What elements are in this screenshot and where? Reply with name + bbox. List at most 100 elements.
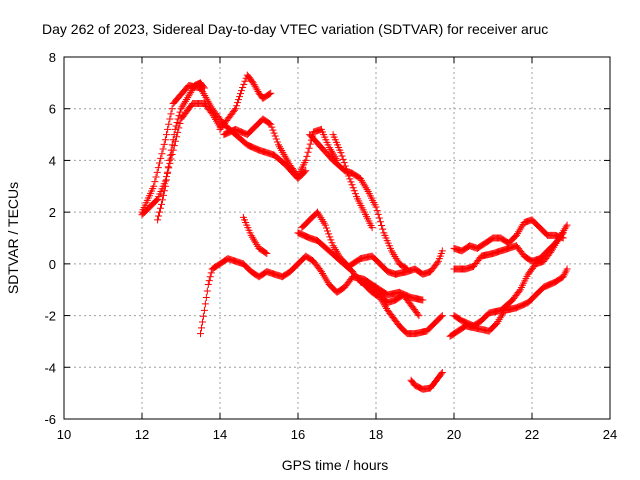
- data-point: [203, 287, 211, 295]
- data-point: [437, 370, 445, 378]
- data-point: [515, 287, 523, 295]
- data-point: [236, 93, 243, 101]
- data-point: [347, 178, 355, 186]
- y-axis-label: SDTVAR / TECUs: [5, 182, 21, 294]
- data-point: [268, 123, 276, 131]
- data-point: [305, 144, 313, 152]
- data-point: [563, 221, 571, 229]
- data-point: [154, 164, 162, 172]
- y-tick-label: 8: [49, 50, 56, 65]
- data-point: [156, 159, 164, 167]
- data-point: [266, 90, 274, 98]
- data-point: [269, 126, 277, 134]
- data-point: [378, 221, 386, 229]
- data-point: [324, 227, 332, 235]
- data-point: [558, 230, 566, 238]
- data-point: [197, 324, 205, 332]
- data-point: [337, 149, 345, 157]
- data-point: [166, 151, 174, 159]
- data-point: [368, 224, 376, 232]
- y-tick-label: 6: [49, 102, 56, 117]
- data-point: [165, 120, 173, 128]
- data-point: [152, 173, 160, 181]
- data-point: [379, 225, 387, 233]
- data-point: [151, 178, 159, 186]
- data-point: [150, 182, 158, 190]
- data-point: [206, 273, 214, 281]
- data-point: [348, 181, 356, 189]
- data-point: [163, 131, 171, 139]
- data-point: [171, 125, 179, 133]
- data-point: [233, 102, 241, 110]
- data-point: [325, 230, 333, 238]
- data-point: [373, 207, 381, 215]
- x-tick-labels: 10 12 14 16 18 20 22 24: [57, 427, 617, 442]
- series-arc-16: [450, 216, 567, 255]
- series-arc-3: [154, 79, 208, 224]
- data-point: [157, 154, 165, 162]
- data-point: [165, 156, 173, 164]
- data-point: [438, 247, 446, 255]
- data-point: [173, 119, 181, 127]
- series-arc-4: [216, 71, 275, 133]
- data-point: [241, 77, 249, 85]
- y-tick-label: -2: [44, 309, 56, 324]
- data-point: [433, 259, 441, 267]
- x-tick-label: 24: [603, 427, 617, 442]
- data-point: [351, 190, 359, 198]
- data-point: [168, 141, 176, 149]
- data-point: [322, 224, 330, 232]
- data-point: [341, 162, 349, 170]
- data-point: [415, 312, 423, 320]
- data-point: [419, 296, 427, 304]
- data-point: [201, 300, 209, 308]
- data-point: [266, 119, 274, 127]
- data-point: [170, 131, 178, 139]
- data-point: [340, 159, 348, 167]
- x-tick-label: 20: [447, 427, 461, 442]
- data-point: [267, 89, 275, 97]
- data-point: [350, 187, 358, 195]
- series-arc-13: [407, 368, 446, 393]
- data-point: [232, 105, 240, 113]
- data-point: [372, 203, 380, 211]
- data-point: [161, 182, 169, 190]
- data-point: [164, 125, 172, 133]
- data-point: [437, 313, 445, 321]
- data-point: [267, 120, 275, 128]
- data-point: [236, 90, 244, 98]
- x-tick-label: 18: [369, 427, 383, 442]
- series-arc-8: [329, 131, 376, 232]
- data-point: [152, 196, 160, 204]
- data-point: [159, 191, 167, 199]
- series-arc-9: [239, 213, 271, 258]
- data-point: [338, 152, 346, 160]
- data-point: [303, 152, 311, 160]
- data-point: [263, 250, 271, 258]
- data-point: [273, 138, 281, 146]
- data-point: [167, 110, 175, 118]
- data-point: [346, 175, 354, 183]
- data-point: [153, 168, 161, 176]
- data-point: [163, 169, 171, 177]
- y-tick-labels: -6 -4 -2 0 2 4 6 8: [44, 50, 56, 427]
- data-point: [154, 216, 162, 224]
- data-point: [176, 108, 184, 116]
- data-marks: [138, 71, 571, 393]
- data-point: [166, 115, 174, 123]
- axis-ticks: [63, 56, 611, 420]
- data-point: [166, 159, 174, 167]
- data-point: [559, 229, 567, 237]
- data-point: [230, 106, 238, 114]
- x-tick-label: 16: [291, 427, 305, 442]
- data-point: [339, 155, 347, 163]
- data-point: [327, 236, 335, 244]
- x-axis-label: GPS time / hours: [282, 457, 389, 473]
- series-arc-11: [294, 229, 423, 320]
- series-arc-5: [220, 115, 341, 180]
- data-point: [199, 312, 207, 320]
- data-point: [157, 204, 165, 212]
- data-point: [162, 176, 170, 184]
- data-point: [344, 169, 352, 177]
- data-point: [239, 84, 247, 92]
